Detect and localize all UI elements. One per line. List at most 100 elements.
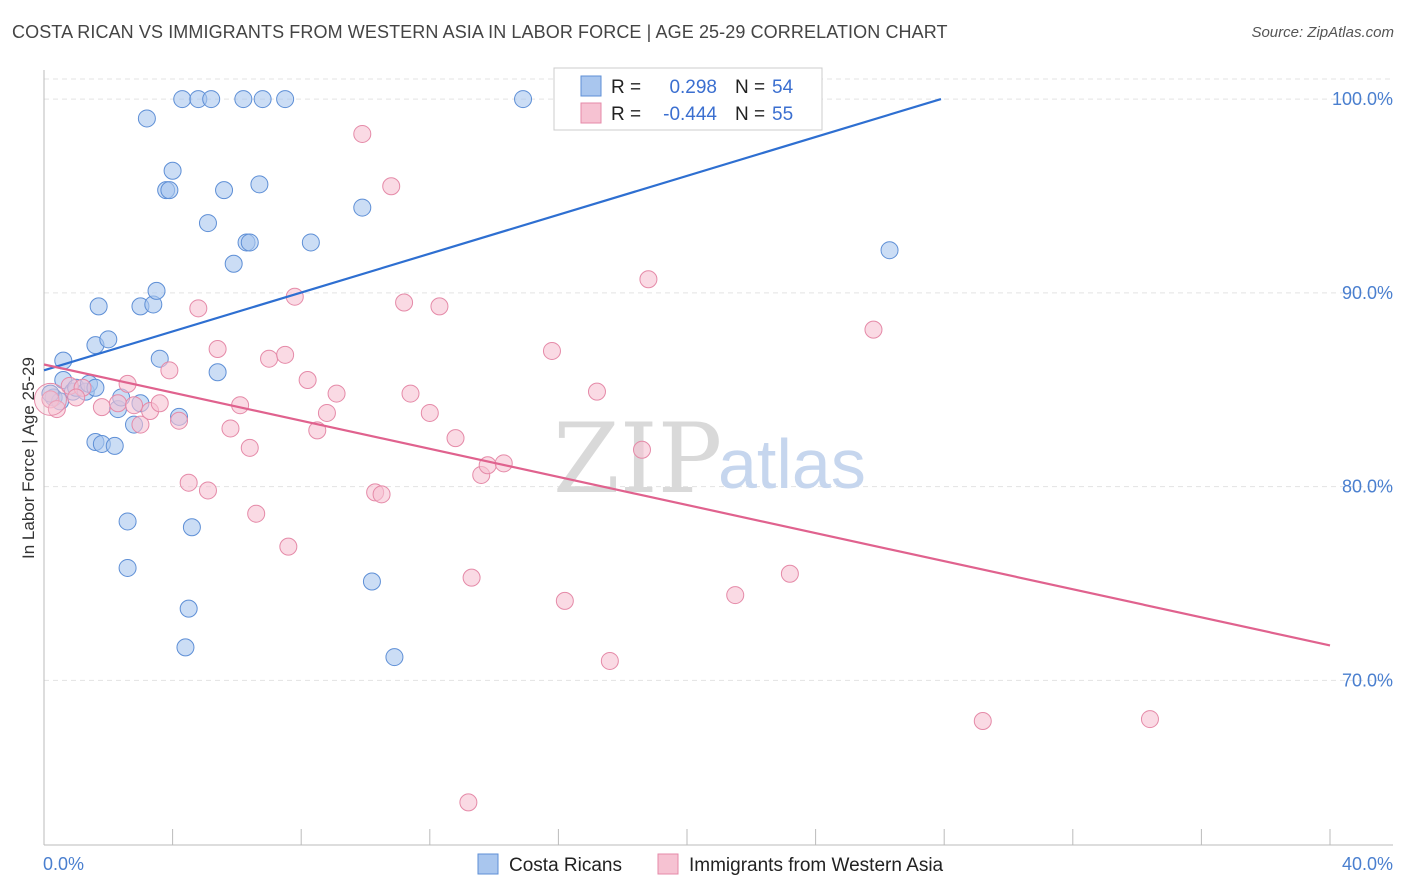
y-tick-label: 80.0%	[1342, 477, 1393, 497]
point-costa-ricans	[163, 161, 182, 180]
point-immigrants-western-asia	[221, 419, 240, 438]
point-costa-ricans	[105, 436, 124, 455]
point-immigrants-western-asia	[1140, 710, 1159, 729]
point-costa-ricans	[215, 181, 234, 200]
watermark-atlas: atlas	[718, 425, 866, 503]
point-costa-ricans	[301, 233, 320, 252]
point-immigrants-western-asia	[208, 340, 227, 358]
point-costa-ricans	[276, 90, 295, 109]
point-costa-ricans	[234, 90, 253, 109]
point-immigrants-western-asia	[276, 345, 295, 364]
gridlines	[44, 78, 1393, 681]
chart-title: COSTA RICAN VS IMMIGRANTS FROM WESTERN A…	[12, 22, 948, 42]
point-cluster-large	[33, 382, 67, 416]
x-tick-label-max: 40.0%	[1342, 854, 1393, 874]
legend-r-label-blue: R =	[611, 77, 641, 98]
point-costa-ricans	[353, 198, 372, 217]
point-costa-ricans	[514, 90, 533, 109]
point-costa-ricans	[198, 214, 217, 233]
point-immigrants-western-asia	[353, 124, 372, 143]
point-immigrants-western-asia	[639, 270, 658, 289]
point-costa-ricans	[880, 241, 899, 260]
point-immigrants-western-asia	[446, 429, 465, 448]
x-tick-labels: 0.0% 40.0%	[43, 854, 1393, 874]
point-immigrants-western-asia	[108, 394, 127, 413]
point-costa-ricans	[202, 90, 221, 109]
point-immigrants-western-asia	[240, 438, 259, 457]
y-tick-label: 70.0%	[1342, 670, 1393, 690]
bottom-legend-label-blue: Costa Ricans	[509, 855, 622, 876]
point-immigrants-western-asia	[382, 177, 401, 196]
trendline-immigrants-western-asia	[43, 363, 1331, 647]
point-immigrants-western-asia	[401, 384, 420, 403]
point-immigrants-western-asia	[189, 299, 208, 318]
trendlines	[43, 98, 1331, 647]
point-costa-ricans	[150, 349, 169, 368]
point-costa-ricans	[224, 254, 243, 273]
point-costa-ricans	[89, 297, 108, 316]
point-immigrants-western-asia	[780, 564, 799, 583]
point-immigrants-western-asia	[298, 371, 317, 389]
point-immigrants-western-asia	[125, 396, 144, 415]
point-immigrants-western-asia	[587, 382, 606, 401]
point-costa-ricans	[118, 512, 137, 531]
series-costa-ricans	[41, 90, 899, 667]
bottom-legend: Costa Ricans Immigrants from Western Asi…	[477, 853, 944, 876]
point-immigrants-western-asia	[160, 361, 179, 380]
point-immigrants-western-asia	[864, 320, 883, 339]
point-immigrants-western-asia	[327, 384, 346, 403]
point-costa-ricans	[385, 648, 404, 667]
point-costa-ricans	[179, 599, 198, 618]
point-immigrants-western-asia	[395, 293, 414, 312]
legend-n-value-blue: 54	[772, 77, 794, 98]
point-costa-ricans	[147, 281, 166, 300]
y-tick-label: 100.0%	[1332, 89, 1393, 109]
point-immigrants-western-asia	[973, 712, 992, 730]
point-immigrants-western-asia	[726, 586, 745, 605]
legend-r-value-blue: 0.298	[669, 77, 717, 98]
trendline-costa-ricans	[43, 98, 942, 372]
point-costa-ricans	[250, 175, 269, 194]
point-immigrants-western-asia	[279, 537, 298, 556]
point-immigrants-western-asia	[198, 481, 217, 500]
point-costa-ricans	[173, 90, 192, 109]
point-immigrants-western-asia	[317, 403, 336, 422]
legend-swatch-pink	[580, 102, 602, 124]
point-costa-ricans	[240, 233, 259, 252]
point-costa-ricans	[176, 638, 195, 657]
point-immigrants-western-asia	[555, 591, 574, 610]
legend-n-label-blue: N =	[735, 77, 765, 98]
legend-r-value-pink: -0.444	[663, 104, 717, 125]
point-immigrants-western-asia	[179, 473, 198, 492]
point-immigrants-western-asia	[92, 398, 111, 417]
point-costa-ricans	[253, 90, 272, 109]
point-immigrants-western-asia	[150, 394, 169, 413]
point-immigrants-western-asia	[430, 297, 449, 316]
point-immigrants-western-asia	[170, 411, 189, 430]
point-immigrants-western-asia	[67, 388, 86, 407]
legend-r-label-pink: R =	[611, 104, 641, 125]
y-axis-title: In Labor Force | Age 25-29	[19, 357, 38, 559]
point-immigrants-western-asia	[632, 440, 651, 459]
point-costa-ricans	[208, 363, 227, 382]
point-immigrants-western-asia	[600, 651, 619, 670]
point-costa-ricans	[362, 572, 381, 591]
bottom-legend-swatch-blue	[477, 853, 499, 875]
bottom-legend-swatch-pink	[657, 853, 679, 875]
point-costa-ricans	[182, 518, 201, 537]
y-tick-label: 90.0%	[1342, 283, 1393, 303]
point-costa-ricans	[99, 330, 118, 349]
point-costa-ricans	[160, 181, 179, 200]
point-immigrants-western-asia	[462, 568, 481, 587]
point-immigrants-western-asia	[542, 341, 561, 360]
legend-n-value-pink: 55	[772, 104, 793, 125]
watermark-zip: ZIP	[553, 403, 722, 515]
point-immigrants-western-asia	[47, 400, 66, 419]
axes	[43, 70, 1393, 846]
point-costa-ricans	[118, 558, 137, 577]
chart-source: Source: ZipAtlas.com	[1251, 24, 1394, 41]
legend-n-label-pink: N =	[735, 104, 765, 125]
x-tick-label-min: 0.0%	[43, 854, 84, 874]
point-immigrants-western-asia	[459, 793, 478, 812]
